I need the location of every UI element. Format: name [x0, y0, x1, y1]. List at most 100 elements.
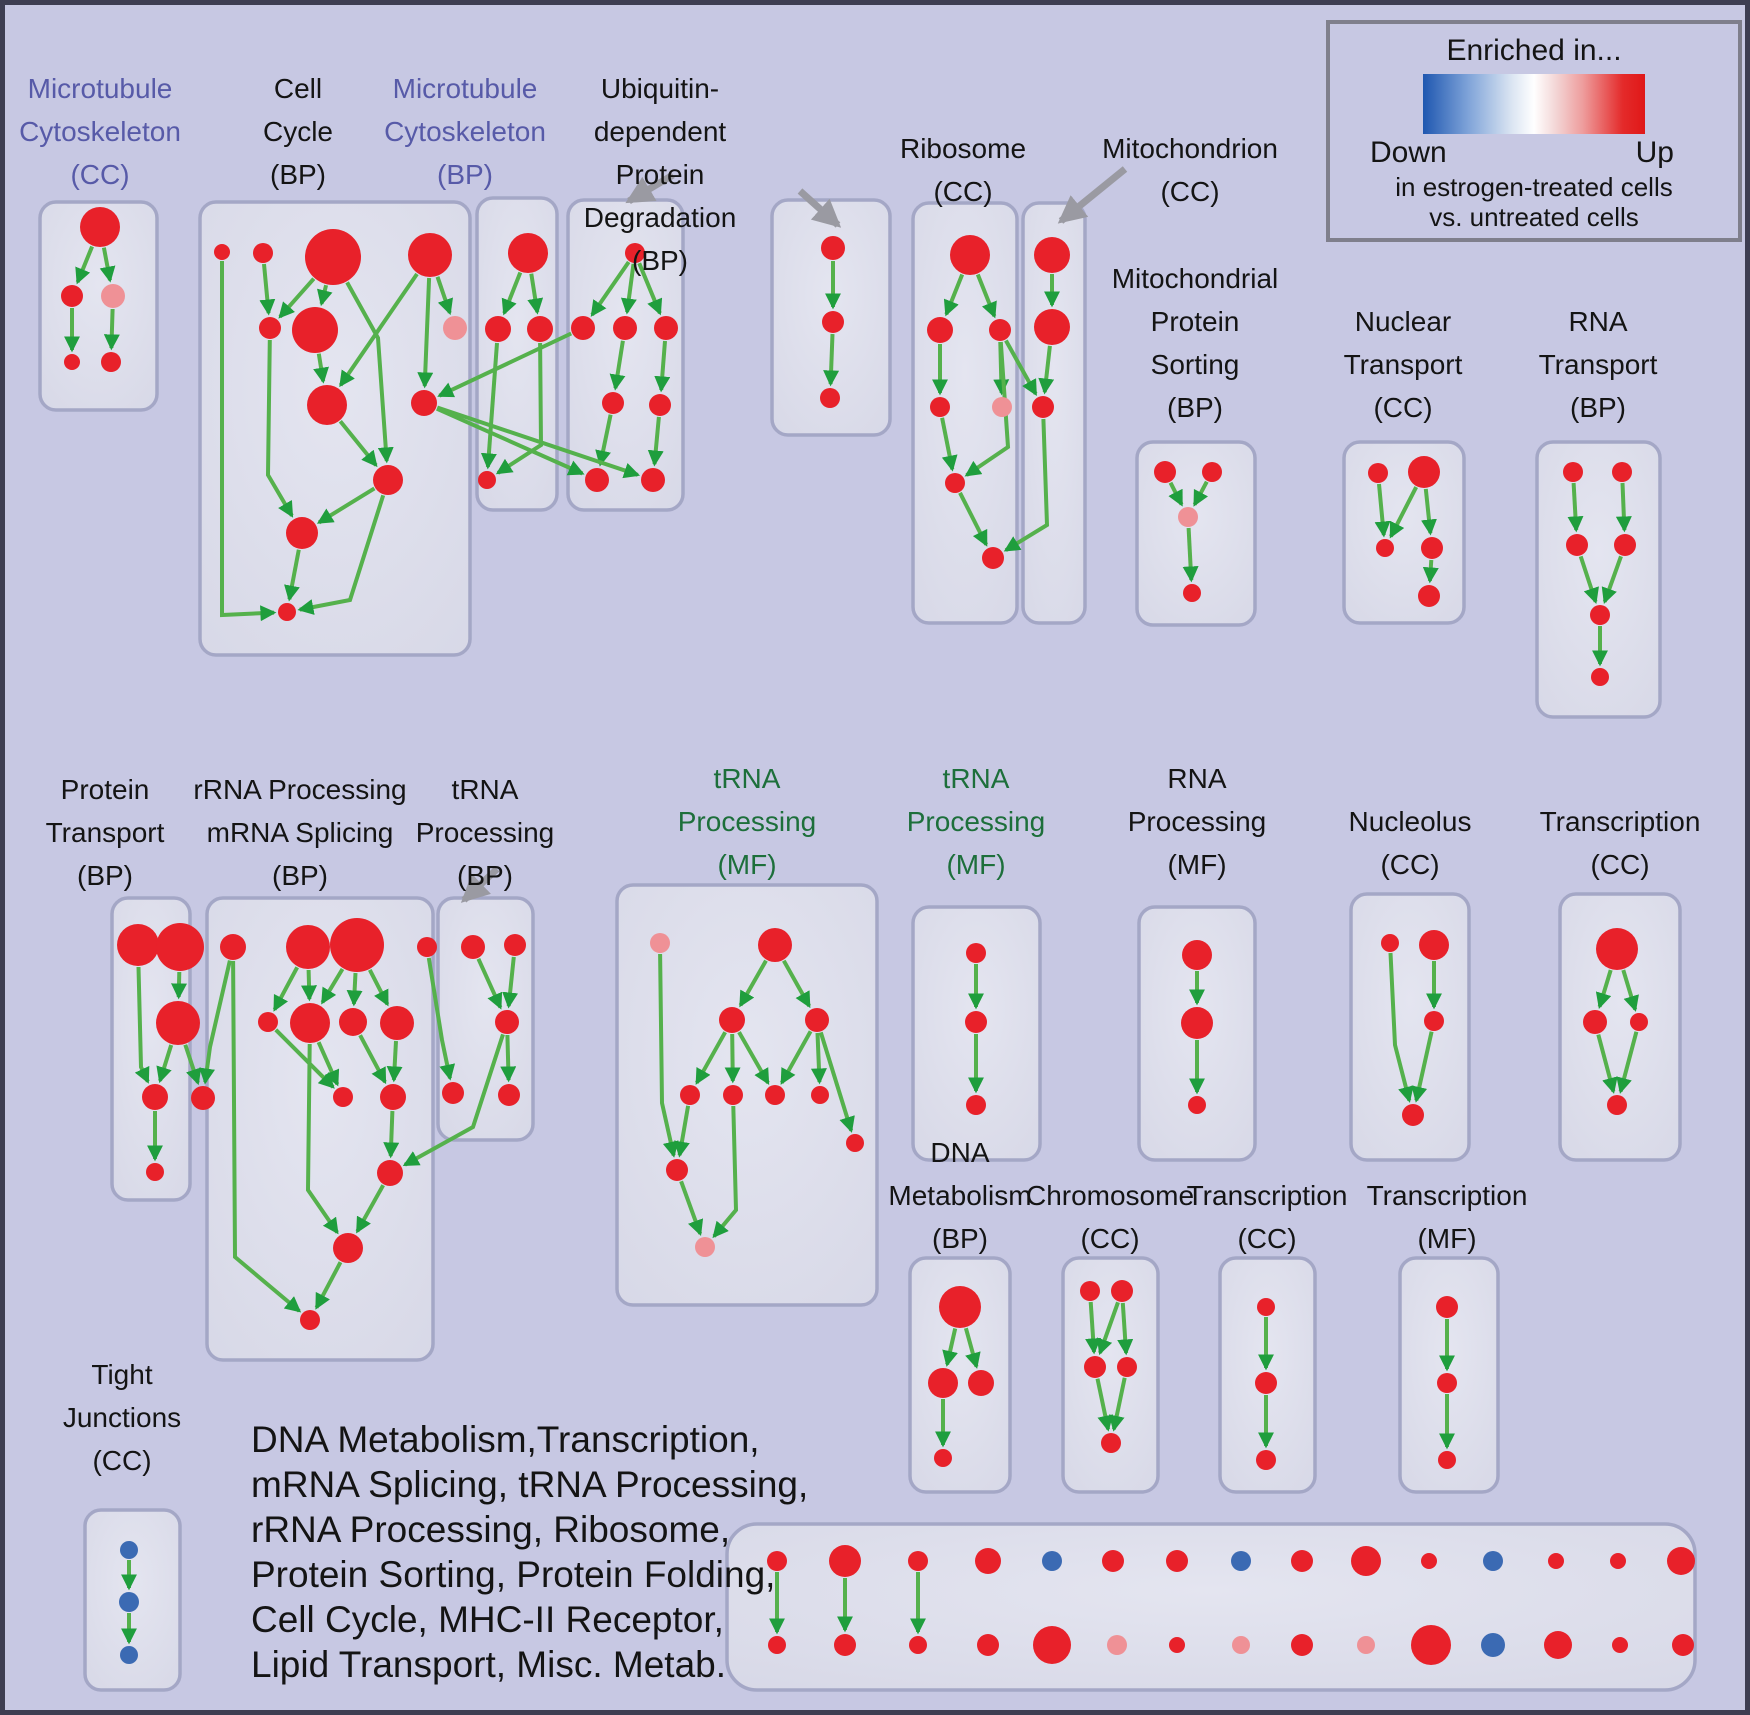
edge-arrow	[1097, 1301, 1120, 1356]
misc-pairs-node	[1667, 1547, 1695, 1575]
chromosome-node	[1084, 1356, 1106, 1378]
edge-arrow	[345, 281, 394, 464]
transcription-mf-bot-node	[1438, 1451, 1456, 1469]
trna-bp-node	[495, 1010, 519, 1034]
rna-processing-mf-node	[1181, 1007, 1213, 1039]
rrna-node	[333, 1233, 363, 1263]
ubiquitin-left-pointer-icon	[625, 171, 675, 205]
edge-arrow	[500, 1034, 517, 1083]
trna-mf-1-node	[811, 1086, 829, 1104]
edges	[64, 245, 1639, 1645]
edge-arrow	[527, 273, 544, 315]
edge-arrow	[975, 273, 997, 319]
edge-arrow	[383, 1110, 400, 1159]
misc-pairs-node	[1102, 1550, 1124, 1572]
ubiquitin-left-node	[613, 316, 637, 340]
rna-transport-node	[1591, 668, 1609, 686]
tight-junctions-node	[120, 1646, 138, 1664]
misc-pairs-node	[834, 1634, 856, 1656]
ubiquitin-left-node	[654, 316, 678, 340]
ubiquitin-right-node	[822, 311, 844, 333]
rna-transport-node	[1563, 462, 1583, 482]
edge-arrow	[435, 406, 585, 476]
edge-arrow	[595, 414, 613, 467]
rrna-node	[330, 918, 384, 972]
edge-arrow	[818, 1031, 855, 1133]
edge-arrow	[134, 966, 150, 1084]
mitochondrion-pointer-icon	[1057, 166, 1128, 224]
legend-subtitle: in estrogen-treated cells vs. untreated …	[1395, 172, 1673, 232]
edge-arrow	[259, 263, 276, 316]
ribosome-node	[982, 547, 1004, 569]
rrna-node	[300, 1310, 320, 1330]
edge-arrow	[316, 1041, 340, 1087]
edge-arrow	[738, 959, 768, 1008]
edge-arrow	[1421, 488, 1437, 536]
mitochondrion-node	[1034, 237, 1070, 273]
misc-pairs-node	[1357, 1636, 1375, 1654]
edge-arrow	[1389, 486, 1418, 539]
edge-arrow	[199, 960, 232, 1085]
edge-arrow	[737, 1031, 770, 1085]
cluster-box-nucleolus	[1349, 892, 1471, 1162]
cluster-box-mitochondrion	[1021, 201, 1087, 625]
edge-arrow	[501, 271, 523, 316]
microtubule-bp-node	[478, 471, 496, 489]
microtubule-cc-node	[101, 352, 121, 372]
misc-pairs-node	[909, 1636, 927, 1654]
misc-pairs-node	[1411, 1625, 1451, 1665]
misc-pairs-node	[1481, 1633, 1505, 1657]
edge-arrow	[1182, 527, 1199, 583]
legend-down-label: Down	[1370, 136, 1447, 169]
edge-arrow	[780, 1030, 813, 1085]
edge-arrow	[958, 491, 988, 547]
trna-mf-2-node	[966, 943, 986, 963]
edge-arrow	[1621, 969, 1639, 1012]
microtubule-bp-node	[527, 316, 553, 342]
edge-arrow	[265, 339, 294, 518]
legend-gradient-bar	[1423, 74, 1645, 134]
misc-pairs-node	[1232, 1636, 1250, 1654]
edge-arrow	[284, 549, 301, 602]
nuclear-transport-node	[1418, 585, 1440, 607]
misc-pairs-node	[1042, 1551, 1062, 1571]
tight-junctions-node	[119, 1592, 139, 1612]
edge-arrow	[338, 420, 378, 468]
edge-arrow	[940, 417, 958, 472]
transcription-cc-mid-node	[1596, 928, 1638, 970]
ubiquitin-left-node	[571, 316, 595, 340]
trna-mf-1-node	[765, 1085, 785, 1105]
chromosome-node	[1117, 1357, 1137, 1377]
rna-transport-node	[1566, 534, 1588, 556]
nodes	[61, 207, 1695, 1665]
misc-pairs-node	[977, 1634, 999, 1656]
edge-arrow	[402, 1033, 505, 1167]
edge-arrow	[712, 1105, 739, 1239]
edge-arrow	[103, 308, 120, 351]
cell-cycle-node	[278, 603, 296, 621]
edge-arrow	[426, 957, 456, 1081]
edge-arrow	[386, 1040, 403, 1083]
cell-cycle-node	[411, 390, 437, 416]
edge-arrow	[1108, 1377, 1127, 1432]
edge-arrow	[231, 960, 302, 1313]
edge-arrow	[620, 263, 637, 315]
nuclear-transport-node	[1376, 539, 1394, 557]
protein-transport-node	[146, 1163, 164, 1181]
trna-mf-1-node	[650, 933, 670, 953]
transcription-cc-mid-node	[1630, 1013, 1648, 1031]
microtubule-cc-node	[101, 284, 125, 308]
nucleolus-node	[1419, 930, 1449, 960]
microtubule-cc-node	[80, 207, 120, 247]
edge-arrow	[171, 971, 188, 1000]
misc-pairs-node	[1291, 1550, 1313, 1572]
mito-sorting-node	[1178, 507, 1198, 527]
rrna-node	[380, 1006, 414, 1040]
rna-processing-mf-node	[1188, 1096, 1206, 1114]
rrna-node	[339, 1008, 367, 1036]
edge-arrow	[338, 272, 419, 388]
rrna-node	[380, 1084, 406, 1110]
transcription-cc-bot-node	[1257, 1298, 1275, 1316]
edge-arrow	[320, 967, 345, 1005]
